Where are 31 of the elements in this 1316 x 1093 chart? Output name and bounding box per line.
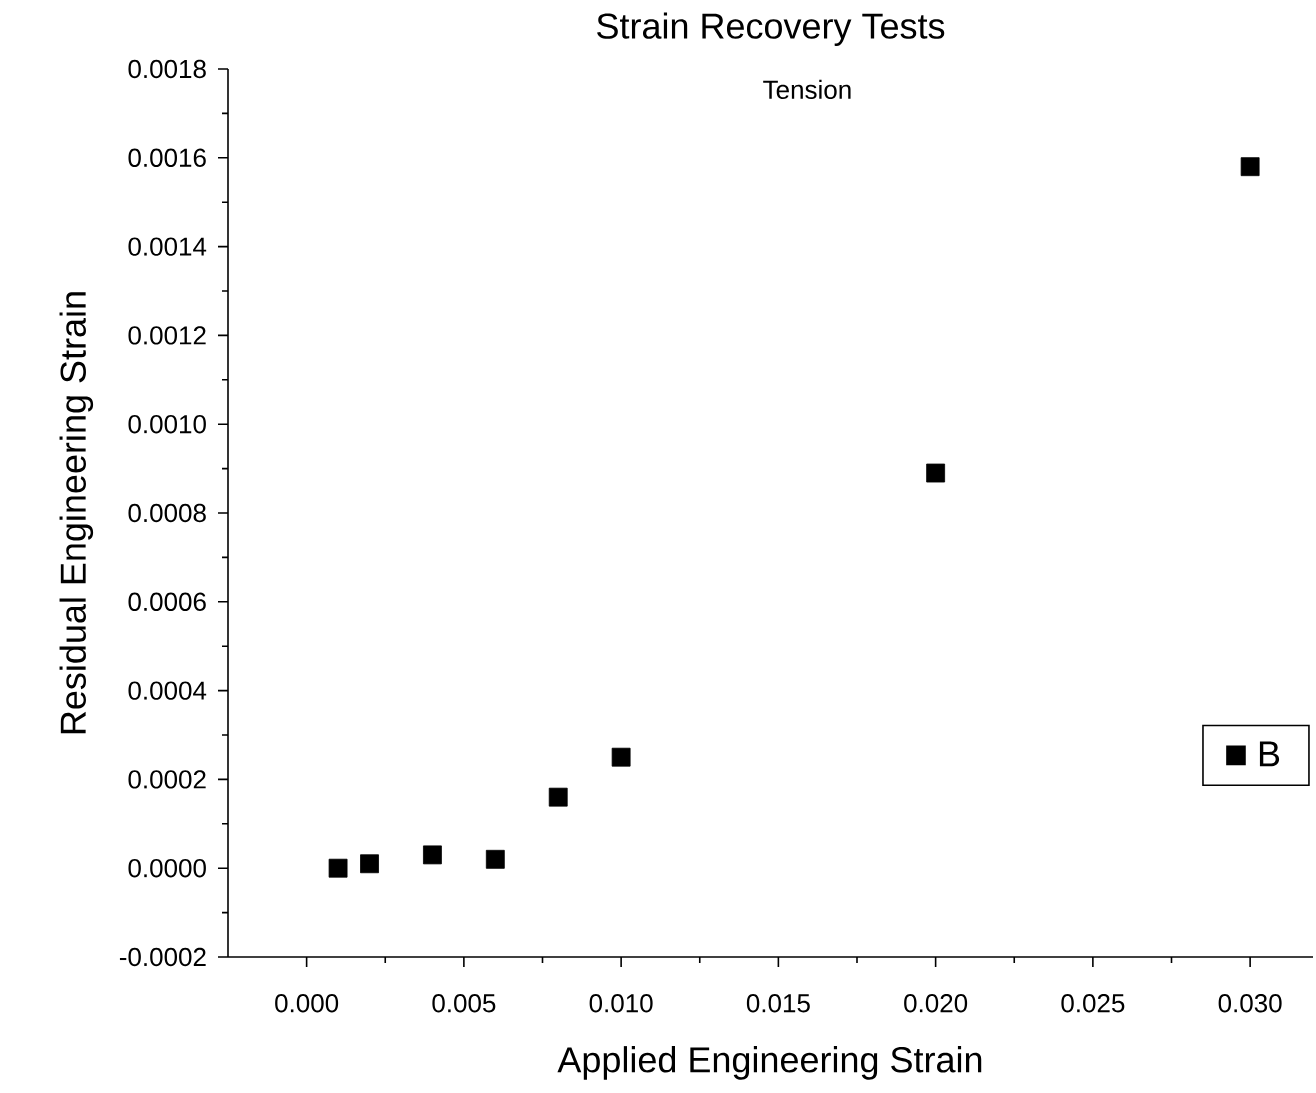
chart-title: Strain Recovery Tests xyxy=(597,12,945,46)
x-tick-label: 0.000 xyxy=(275,994,339,1013)
legend-label: B xyxy=(1259,741,1280,767)
point xyxy=(611,747,631,767)
point xyxy=(485,849,505,869)
y-tick-label: 0.0002 xyxy=(128,770,206,789)
x-tick-label: 0.030 xyxy=(1218,994,1282,1013)
point xyxy=(423,845,442,865)
y-axis-title: Residual Engineering Strain xyxy=(59,292,94,734)
chart-subtitle: Tension xyxy=(763,79,851,99)
y-tick-label: 0.0008 xyxy=(128,503,206,523)
x-axis-title: Applied Engineering Strain xyxy=(557,1046,982,1080)
y-tick-label: 0.0006 xyxy=(128,592,206,611)
y-tick-label: 0.0016 xyxy=(128,148,206,167)
y-tick-label: 0.0000 xyxy=(128,858,206,878)
y-tick-label: 0.0010 xyxy=(128,414,206,434)
x-tick-label: 0.005 xyxy=(432,994,496,1013)
y-tick-label: 0.0018 xyxy=(128,59,206,79)
point xyxy=(926,463,946,483)
point xyxy=(360,854,379,874)
y-tick-label: -0.0002 xyxy=(119,947,206,967)
point xyxy=(548,787,568,807)
x-tick-label: 0.010 xyxy=(589,994,653,1013)
x-tick-label: 0.015 xyxy=(746,994,810,1013)
y-tick-label: 0.0004 xyxy=(128,681,207,700)
x-tick-label: 0.025 xyxy=(1061,994,1125,1013)
point xyxy=(328,858,348,878)
point xyxy=(1240,157,1260,177)
y-tick-label: 0.0012 xyxy=(128,326,206,345)
y-tick-label: 0.0014 xyxy=(128,237,207,256)
x-tick-label: 0.020 xyxy=(904,994,968,1013)
